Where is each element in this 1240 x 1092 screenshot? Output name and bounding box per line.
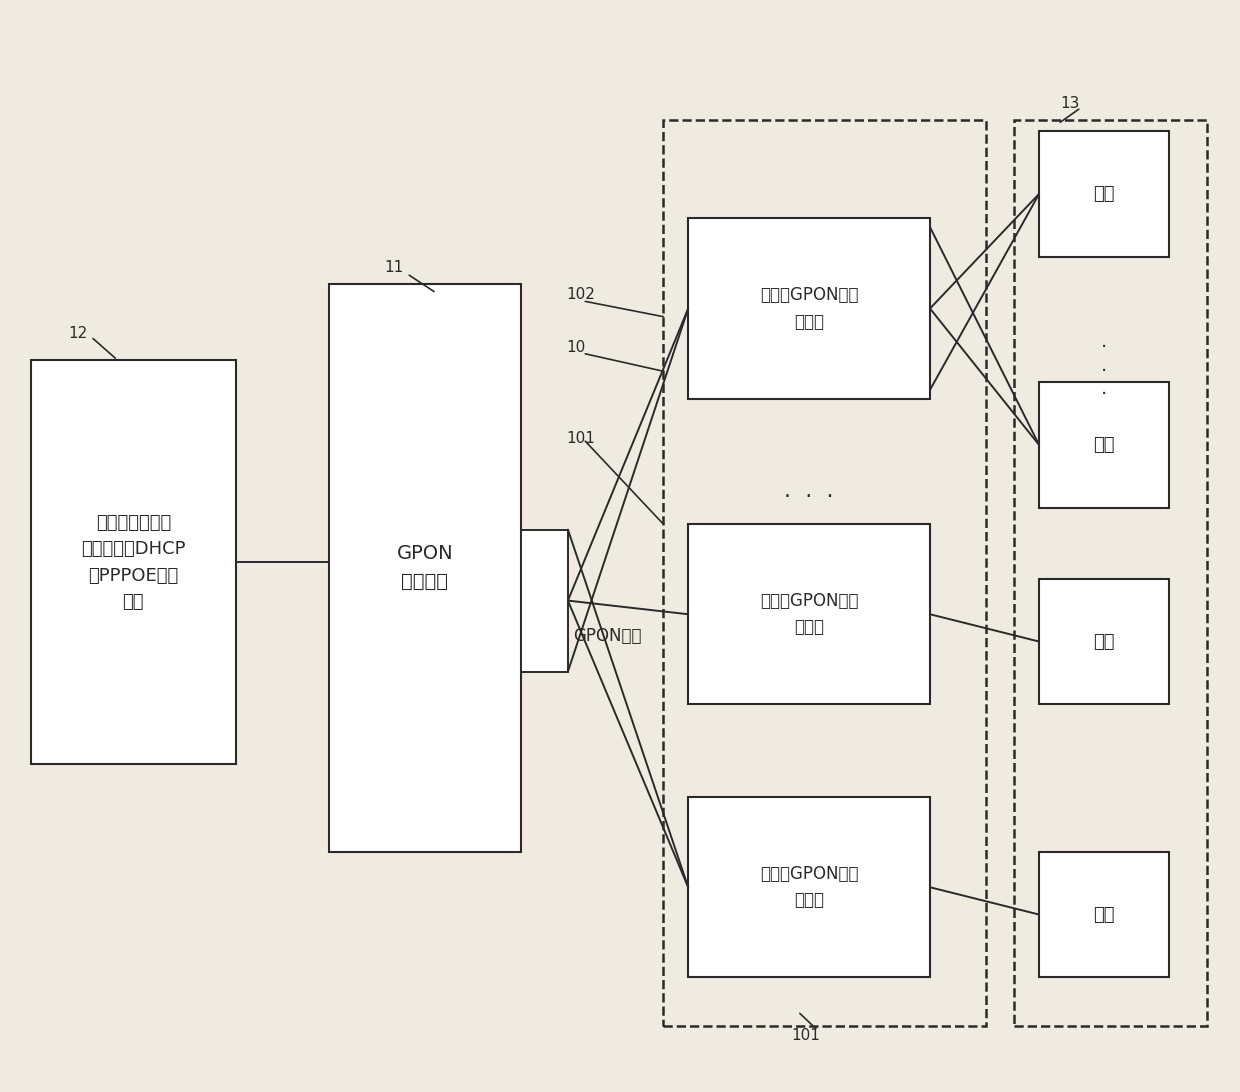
Text: 用户: 用户 [1094, 436, 1115, 454]
Bar [521, 530, 568, 672]
Text: 101: 101 [791, 1028, 820, 1043]
Text: 12: 12 [68, 325, 88, 341]
Text: 102: 102 [567, 287, 595, 302]
Text: GPON
局端设备: GPON 局端设备 [397, 544, 453, 592]
Text: 单端口GPON用户
端设备: 单端口GPON用户 端设备 [760, 865, 858, 910]
Bar [1039, 852, 1169, 977]
Text: 用户: 用户 [1094, 185, 1115, 203]
Text: 用户: 用户 [1094, 905, 1115, 924]
Text: 宽带接入服务器
（包括对于DHCP
和PPPOE的解
析）: 宽带接入服务器 （包括对于DHCP 和PPPOE的解 析） [81, 513, 186, 612]
Bar [1014, 120, 1207, 1026]
Text: ·
·
·: · · · [1100, 339, 1107, 404]
Bar [31, 360, 236, 764]
Text: GPON端口: GPON端口 [573, 627, 641, 644]
Bar [1039, 579, 1169, 704]
Text: 11: 11 [384, 260, 404, 275]
Text: ·  ·  ·: · · · [784, 487, 833, 507]
Text: 用户: 用户 [1094, 632, 1115, 651]
Bar [663, 120, 986, 1026]
Text: 10: 10 [567, 340, 587, 355]
Bar [688, 524, 930, 704]
Bar [1039, 382, 1169, 508]
Text: 单端口GPON用户
端设备: 单端口GPON用户 端设备 [760, 592, 858, 637]
Text: 13: 13 [1060, 96, 1080, 111]
Text: 101: 101 [567, 431, 595, 447]
Bar [329, 284, 521, 852]
Text: 多端口GPON用户
端设备: 多端口GPON用户 端设备 [760, 286, 858, 331]
Bar [1039, 131, 1169, 257]
Bar [688, 218, 930, 399]
Bar [688, 797, 930, 977]
